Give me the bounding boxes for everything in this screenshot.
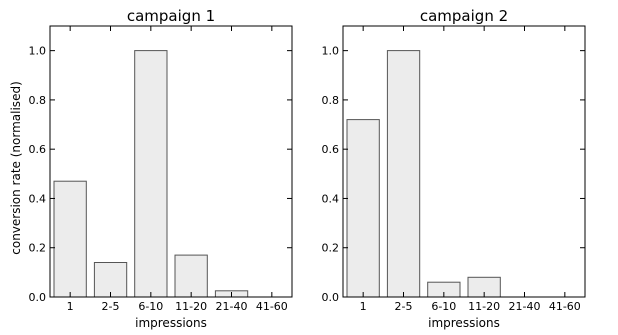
x-tick-label: 6-10 xyxy=(138,300,163,313)
x-tick-label: 1 xyxy=(67,300,74,313)
axes-frame xyxy=(342,25,586,298)
y-tick-label: 0.6 xyxy=(322,143,340,156)
y-axis-label: conversion rate (normalised) xyxy=(9,81,23,255)
panel-title: campaign 2 xyxy=(420,7,508,25)
panel-marks: 0.0 0.2 0.4 0.6 0.8 1.0 1 2-5 6-10 11-20 21-40 41-6… xyxy=(29,25,293,313)
bar-2-5 xyxy=(93,262,128,298)
bar-1 xyxy=(53,180,87,298)
y-tick-label: 0.6 xyxy=(29,143,47,156)
y-tick-label: 1.0 xyxy=(322,45,340,58)
x-tick-label: 41-60 xyxy=(549,300,581,313)
x-tick-label: 21-40 xyxy=(509,300,541,313)
y-tick-label: 0.8 xyxy=(322,94,340,107)
y-tick-label: 0.8 xyxy=(29,94,47,107)
x-tick-label: 21-40 xyxy=(216,300,248,313)
panel-campaign-1: campaign 1 impressions 0.0 0.2 0.4 0.6 0.8 1.… xyxy=(29,7,293,330)
y-tick-label: 0.2 xyxy=(29,242,47,255)
x-tick-label: 2-5 xyxy=(395,300,413,313)
x-tick-label: 11-20 xyxy=(468,300,500,313)
bar-11-20 xyxy=(174,254,208,298)
y-tick-label: 0.4 xyxy=(29,192,47,205)
axes-frame xyxy=(49,25,293,298)
panel-campaign-2: campaign 2 impressions 0.0 0.2 0.4 0.6 0.8 1.… xyxy=(322,7,586,330)
x-tick-label: 1 xyxy=(360,300,367,313)
panel-title: campaign 1 xyxy=(127,7,215,25)
panel-marks: 0.0 0.2 0.4 0.6 0.8 1.0 1 2-5 6-10 11-20 21-40 41-6… xyxy=(322,25,586,313)
x-axis-label: impressions xyxy=(428,316,500,330)
y-tick-label: 1.0 xyxy=(29,45,47,58)
bar-1 xyxy=(346,119,380,298)
bar-6-10 xyxy=(134,50,168,298)
y-tick-label: 0.2 xyxy=(322,242,340,255)
x-tick-label: 11-20 xyxy=(175,300,207,313)
y-tick-label: 0.0 xyxy=(322,291,340,304)
x-tick-label: 6-10 xyxy=(431,300,456,313)
x-axis-label: impressions xyxy=(135,316,207,330)
x-tick-label: 41-60 xyxy=(256,300,288,313)
y-tick-label: 0.4 xyxy=(322,192,340,205)
x-tick-label: 2-5 xyxy=(102,300,120,313)
bar-2-5 xyxy=(386,50,421,298)
y-tick-label: 0.0 xyxy=(29,291,47,304)
